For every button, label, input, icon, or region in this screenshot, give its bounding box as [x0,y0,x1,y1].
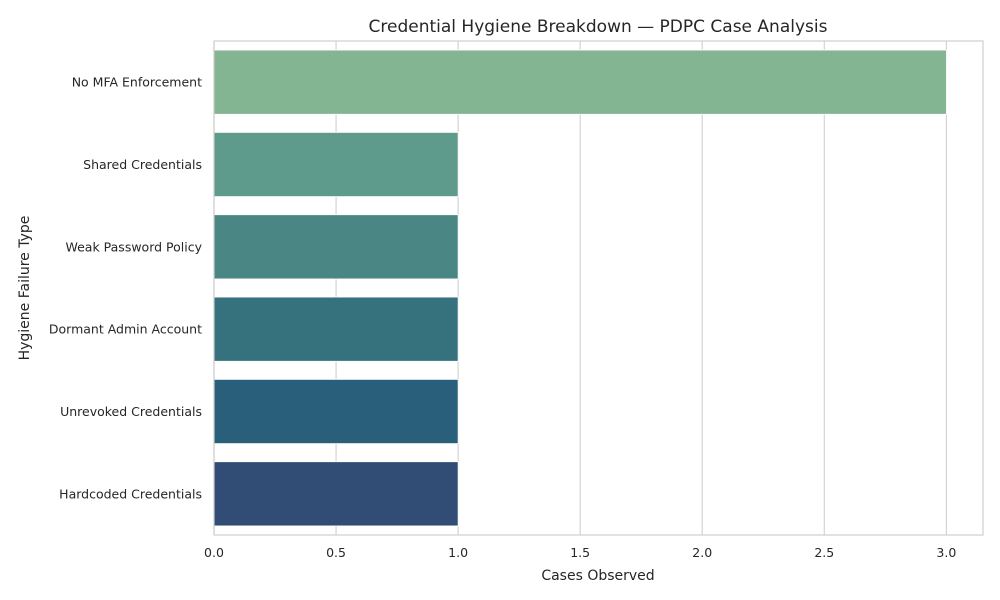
y-tick-label: No MFA Enforcement [72,75,202,90]
y-tick-label: Unrevoked Credentials [60,404,202,419]
y-tick-labels: No MFA Enforcement Shared Credentials Weak… [49,75,203,502]
bar [213,378,459,445]
x-tick-label: 2.5 [814,545,834,560]
x-tick-label: 2.0 [692,545,712,560]
x-axis-label: Cases Observed [541,568,654,584]
y-tick-label: Shared Credentials [83,157,202,172]
plot-frame [213,40,984,536]
y-tick-label: Hardcoded Credentials [59,486,202,501]
x-tick-labels: 0.0 0.5 1.0 1.5 2.0 2.5 3.0 [204,545,956,560]
bars [213,49,947,527]
y-axis-label: Hygiene Failure Type [17,216,33,361]
x-tick-label: 3.0 [936,545,956,560]
y-tick-label: Weak Password Policy [65,239,202,254]
x-tick-label: 0.0 [204,545,224,560]
grid [213,41,947,535]
bar [213,49,947,115]
bar [213,296,459,362]
chart-title: Credential Hygiene Breakdown — PDPC Case… [369,17,828,37]
x-tick-label: 1.0 [448,545,468,560]
x-tick-label: 1.5 [570,545,590,560]
x-tick-label: 0.5 [326,545,346,560]
bar [213,461,459,527]
bar [213,131,459,198]
bar [213,214,459,280]
y-tick-label: Dormant Admin Account [49,322,202,337]
